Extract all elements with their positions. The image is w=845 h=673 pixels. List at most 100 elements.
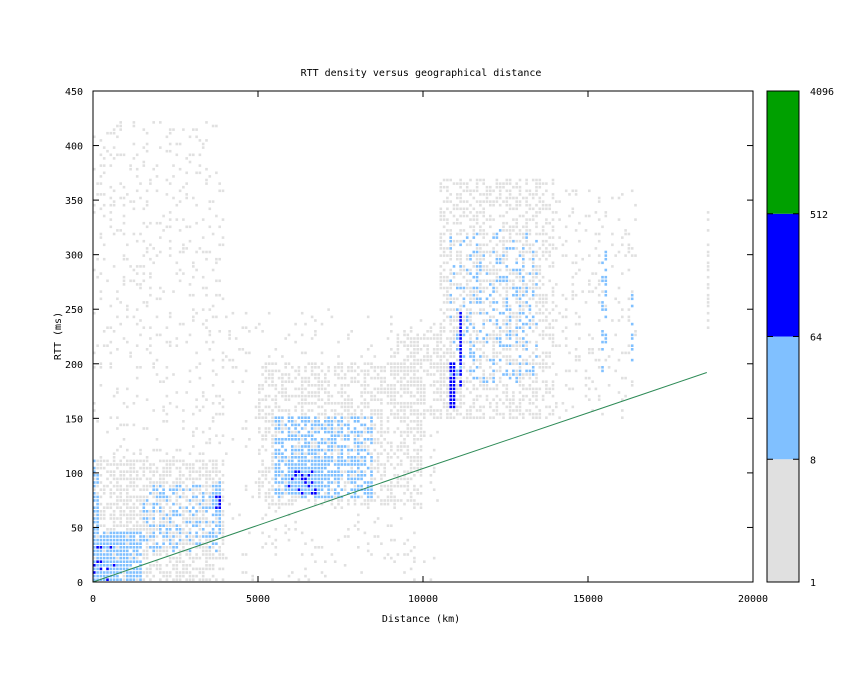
heatmap-cell — [324, 484, 327, 488]
heatmap-cell — [215, 502, 218, 506]
heatmap-cell — [370, 463, 373, 466]
heatmap-cell — [172, 164, 175, 167]
heatmap-cell — [406, 452, 410, 455]
heatmap-cell — [274, 402, 278, 405]
heatmap-cell — [271, 398, 274, 401]
heatmap-cell — [304, 420, 307, 423]
heatmap-cell — [522, 275, 525, 279]
heatmap-cell — [132, 528, 136, 531]
heatmap-cell — [475, 293, 479, 297]
heatmap-cell — [159, 499, 162, 502]
heatmap-cell — [211, 513, 215, 517]
heatmap-cell — [492, 369, 495, 373]
heatmap-cell — [502, 229, 505, 232]
heatmap-cell — [495, 333, 499, 337]
heatmap-cell — [489, 416, 492, 419]
heatmap-cell — [129, 466, 132, 470]
heatmap-cell — [548, 250, 551, 254]
heatmap-cell — [182, 564, 185, 567]
heatmap-cell — [416, 488, 419, 491]
heatmap-cell — [277, 423, 281, 427]
heatmap-cell — [324, 427, 327, 430]
heatmap-cell — [215, 524, 218, 527]
heatmap-cell — [442, 279, 446, 283]
heatmap-cell — [234, 366, 238, 369]
heatmap-cell — [452, 214, 456, 218]
heatmap-cell — [221, 243, 225, 247]
heatmap-cell — [307, 402, 311, 405]
heatmap-cell — [482, 200, 485, 203]
heatmap-cell — [508, 398, 512, 401]
heatmap-cell — [244, 420, 248, 423]
heatmap-cell — [145, 304, 149, 308]
heatmap-cell — [96, 524, 99, 527]
heatmap-cell — [284, 373, 287, 376]
heatmap-cell — [201, 286, 205, 290]
heatmap-cell — [122, 337, 126, 340]
heatmap-cell — [446, 196, 449, 200]
heatmap-cell — [538, 387, 542, 391]
heatmap-cell — [429, 434, 433, 437]
heatmap-cell — [198, 578, 202, 581]
heatmap-cell — [545, 182, 548, 185]
heatmap-cell — [416, 423, 419, 427]
heatmap-cell — [271, 416, 274, 419]
heatmap-cell — [172, 463, 175, 466]
heatmap-cell — [333, 412, 337, 416]
heatmap-cell — [525, 225, 528, 229]
heatmap-cell — [419, 319, 423, 322]
heatmap-cell — [159, 567, 162, 571]
heatmap-cell — [261, 387, 264, 391]
heatmap-cell — [535, 376, 538, 380]
heatmap-cell — [343, 488, 347, 491]
heatmap-cell — [449, 412, 452, 416]
heatmap-cell — [485, 394, 489, 398]
heatmap-cell — [201, 574, 205, 578]
heatmap-cell — [155, 466, 159, 470]
heatmap-cell — [327, 384, 330, 387]
heatmap-cell — [393, 366, 396, 369]
heatmap-cell — [149, 567, 152, 571]
heatmap-cell — [122, 254, 126, 257]
heatmap-cell — [215, 474, 218, 477]
heatmap-cell — [129, 560, 132, 563]
heatmap-cell — [294, 474, 297, 477]
heatmap-cell — [343, 463, 347, 466]
heatmap-cell — [482, 221, 485, 225]
heatmap-cell — [198, 528, 202, 531]
heatmap-cell — [624, 376, 627, 380]
heatmap-cell — [93, 553, 96, 556]
heatmap-cell — [284, 380, 287, 383]
heatmap-cell — [99, 567, 103, 571]
heatmap-cell — [409, 355, 413, 358]
heatmap-cell — [535, 232, 538, 236]
heatmap-cell — [192, 412, 195, 416]
heatmap-cell — [439, 308, 443, 311]
heatmap-cell — [152, 470, 155, 473]
heatmap-cell — [215, 492, 218, 495]
heatmap-cell — [109, 528, 113, 531]
heatmap-cell — [201, 546, 205, 549]
heatmap-cell — [333, 416, 337, 419]
heatmap-cell — [413, 376, 416, 380]
heatmap-cell — [221, 556, 225, 560]
heatmap-cell — [495, 182, 499, 185]
heatmap-cell — [192, 542, 195, 545]
heatmap-cell — [102, 553, 106, 556]
heatmap-cell — [353, 456, 357, 459]
heatmap-cell — [442, 232, 446, 236]
heatmap-cell — [439, 247, 443, 250]
heatmap-cell — [413, 340, 416, 344]
heatmap-cell — [221, 459, 225, 463]
heatmap-cell — [446, 254, 449, 257]
heatmap-cell — [93, 409, 96, 412]
heatmap-cell — [211, 358, 215, 362]
heatmap-cell — [215, 466, 218, 470]
heatmap-cell — [442, 384, 446, 387]
heatmap-cell — [512, 239, 515, 243]
heatmap-cell — [528, 398, 532, 401]
heatmap-cell — [129, 571, 132, 574]
heatmap-cell — [495, 405, 499, 409]
heatmap-cell — [152, 261, 155, 265]
heatmap-cell — [469, 279, 472, 283]
